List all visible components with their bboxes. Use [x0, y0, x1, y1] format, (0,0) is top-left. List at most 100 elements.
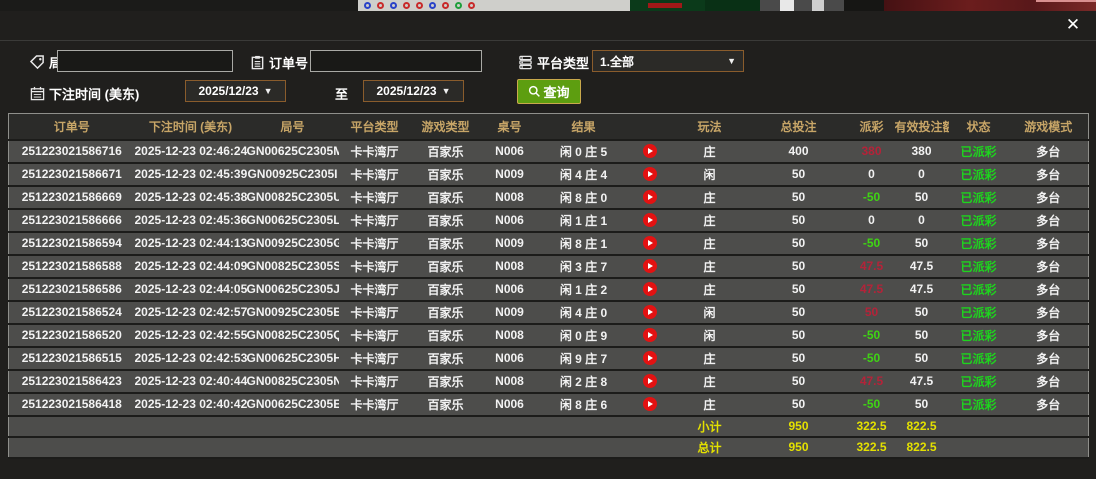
background-roadmap-strip — [358, 0, 630, 11]
summary-cell-total: 950 — [748, 436, 849, 459]
play-video-icon[interactable] — [642, 213, 657, 228]
table-row: 251223021586588 2025-12-23 02:44:09 GN0082… — [8, 254, 1089, 279]
column-header — [628, 113, 671, 141]
cell-round: GN00625C2305E — [246, 392, 339, 417]
database-icon — [518, 55, 533, 70]
date-to-select[interactable]: 2025/12/23 ▼ — [363, 80, 464, 102]
cell-payout: 0 — [848, 162, 895, 187]
cell-mode: 多台 — [1008, 254, 1089, 279]
cell-icon — [628, 392, 671, 417]
summary-cell-total: 950 — [748, 415, 849, 438]
play-video-icon[interactable] — [642, 167, 657, 182]
column-header: 局号 — [246, 113, 339, 141]
cell-status: 已派彩 — [948, 300, 1009, 325]
filter-panel: 局号 订单号 平台类型 1.全部 ▼ 下注时间 (美东) 2025/12/23 … — [0, 42, 1096, 112]
summary-cell-round — [246, 436, 339, 459]
play-video-icon[interactable] — [642, 397, 657, 412]
query-button[interactable]: 查询 — [517, 79, 581, 104]
cell-order: 251223021586588 — [8, 254, 135, 279]
cell-table: N009 — [480, 162, 539, 187]
play-video-icon[interactable] — [642, 374, 657, 389]
cell-valid: 0 — [894, 208, 949, 233]
summary-cell-payout: 322.5 — [848, 415, 895, 438]
cell-order: 251223021586669 — [8, 185, 135, 210]
cell-valid: 50 — [894, 231, 949, 256]
cell-beton: 庄 — [670, 139, 749, 164]
background-table-strip — [630, 0, 705, 11]
cell-result: 闲 1 庄 1 — [538, 208, 629, 233]
cell-mode: 多台 — [1008, 208, 1089, 233]
cell-total: 50 — [748, 323, 849, 348]
cell-result: 闲 2 庄 8 — [538, 369, 629, 394]
query-button-label: 查询 — [543, 85, 570, 100]
cell-status: 已派彩 — [948, 185, 1009, 210]
cell-valid: 47.5 — [894, 254, 949, 279]
background-ui-strip — [760, 0, 844, 11]
platform-type-value: 1.全部 — [600, 54, 635, 69]
cell-valid: 47.5 — [894, 369, 949, 394]
cell-platform: 卡卡湾厅 — [338, 346, 411, 371]
cell-table: N008 — [480, 369, 539, 394]
platform-type-select[interactable]: 1.全部 ▼ — [592, 50, 744, 72]
play-video-icon[interactable] — [642, 305, 657, 320]
cell-platform: 卡卡湾厅 — [338, 254, 411, 279]
cell-icon — [628, 254, 671, 279]
summary-cell-time — [134, 415, 247, 438]
cell-beton: 闲 — [670, 162, 749, 187]
play-video-icon[interactable] — [642, 259, 657, 274]
round-number-input[interactable] — [57, 50, 233, 72]
summary-cell-table — [480, 415, 539, 438]
modal-titlebar: ✕ — [0, 11, 1096, 41]
cell-time: 2025-12-23 02:45:36 — [134, 208, 247, 233]
cell-result: 闲 1 庄 2 — [538, 277, 629, 302]
cell-total: 50 — [748, 300, 849, 325]
cell-payout: 47.5 — [848, 369, 895, 394]
cell-time: 2025-12-23 02:44:05 — [134, 277, 247, 302]
play-video-icon[interactable] — [642, 144, 657, 159]
cell-payout: 0 — [848, 208, 895, 233]
table-row: 251223021586594 2025-12-23 02:44:13 GN0092… — [8, 231, 1089, 256]
cell-status: 已派彩 — [948, 254, 1009, 279]
cell-order: 251223021586666 — [8, 208, 135, 233]
date-to-value: 2025/12/23 — [376, 84, 437, 98]
cell-order: 251223021586671 — [8, 162, 135, 187]
tag-icon — [30, 55, 45, 70]
cell-order: 251223021586586 — [8, 277, 135, 302]
order-number-input[interactable] — [310, 50, 482, 72]
clipboard-icon — [250, 55, 265, 70]
platform-type-label: 平台类型 — [537, 56, 590, 71]
cell-platform: 卡卡湾厅 — [338, 300, 411, 325]
cell-table: N006 — [480, 139, 539, 164]
play-video-icon[interactable] — [642, 328, 657, 343]
play-video-icon[interactable] — [642, 236, 657, 251]
close-icon[interactable]: ✕ — [1065, 15, 1081, 34]
roadmap-dot-icon — [442, 2, 449, 9]
cell-payout: -50 — [848, 185, 895, 210]
play-video-icon[interactable] — [642, 351, 657, 366]
cell-round: GN00925C2305G — [246, 231, 339, 256]
play-video-icon[interactable] — [642, 190, 657, 205]
cell-platform: 卡卡湾厅 — [338, 323, 411, 348]
cell-game: 百家乐 — [410, 277, 481, 302]
cell-valid: 47.5 — [894, 277, 949, 302]
date-from-select[interactable]: 2025/12/23 ▼ — [185, 80, 286, 102]
cell-valid: 0 — [894, 162, 949, 187]
roadmap-dot-icon — [403, 2, 410, 9]
summary-cell-beton: 总计 — [670, 436, 749, 459]
cell-total: 50 — [748, 162, 849, 187]
order-number-label: 订单号 — [269, 56, 309, 71]
cell-beton: 庄 — [670, 346, 749, 371]
cell-platform: 卡卡湾厅 — [338, 162, 411, 187]
cell-time: 2025-12-23 02:44:13 — [134, 231, 247, 256]
table-row: 251223021586515 2025-12-23 02:42:53 GN0062… — [8, 346, 1089, 371]
summary-cell-beton: 小计 — [670, 415, 749, 438]
summary-cell-valid: 822.5 — [894, 436, 949, 459]
summary-row: 小计 950 322.5 822.5 — [8, 415, 1089, 438]
cell-valid: 50 — [894, 392, 949, 417]
summary-cell-game — [410, 436, 481, 459]
play-video-icon[interactable] — [642, 282, 657, 297]
cell-valid: 50 — [894, 323, 949, 348]
cell-round: GN00825C2305N — [246, 369, 339, 394]
cell-platform: 卡卡湾厅 — [338, 139, 411, 164]
